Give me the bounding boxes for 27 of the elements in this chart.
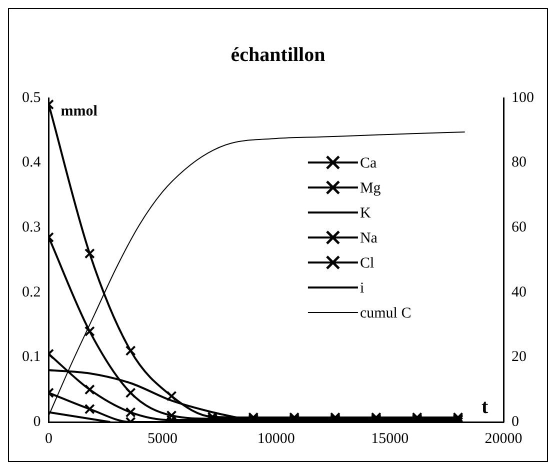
y2-tick-label: 0 (512, 414, 519, 430)
y2-tick-label: 60 (512, 220, 526, 236)
y-axis-title: mmol (60, 103, 98, 120)
x-tick-label: 10000 (257, 430, 295, 447)
y2-tick-label: 100 (512, 90, 534, 106)
x-axis-title: t (482, 396, 488, 418)
legend-label: cumul C (360, 305, 412, 322)
legend-label: Mg (360, 180, 382, 196)
y2-tick-label: 20 (512, 349, 526, 366)
y-tick-label: 0.2 (22, 284, 41, 300)
y2-tick-label: 80 (512, 154, 526, 171)
y-tick-label: 0.3 (22, 220, 41, 236)
y-tick-label: 0.5 (22, 90, 41, 106)
y2-tick-label: 40 (512, 284, 526, 300)
legend-label: Na (360, 230, 378, 246)
legend-label: i (360, 280, 364, 296)
y-tick-label: 0 (33, 414, 41, 430)
legend-label: Cl (360, 255, 374, 272)
x-tick-label: 0 (45, 430, 52, 447)
legend-label: Ca (360, 155, 377, 172)
x-tick-label: 15000 (371, 430, 409, 447)
x-tick-label: 20000 (484, 430, 522, 447)
y-tick-label: 0.4 (22, 154, 42, 171)
legend-label: K (360, 205, 371, 222)
chart-title: échantillon (230, 44, 326, 66)
x-tick-label: 5000 (147, 430, 178, 447)
y-tick-label: 0.1 (22, 349, 41, 366)
